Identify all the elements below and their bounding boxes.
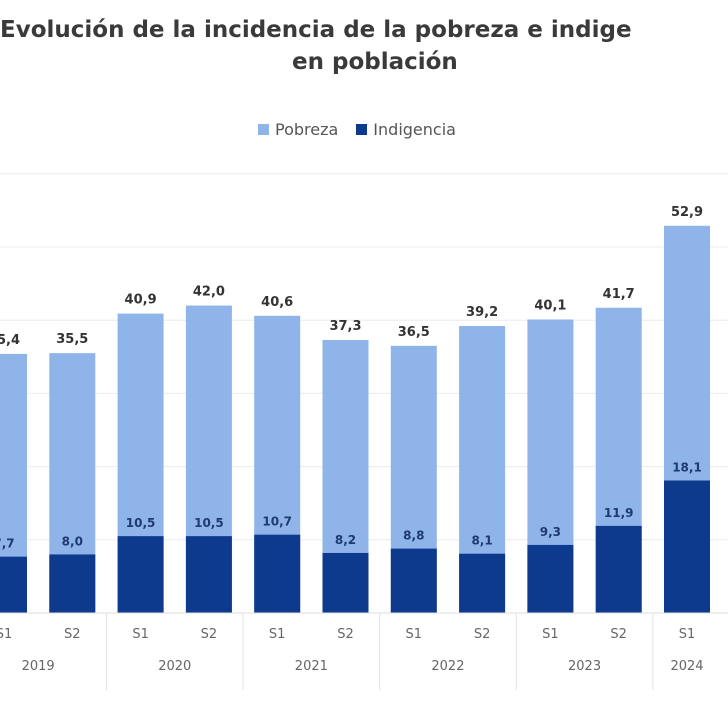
bar-indigencia bbox=[390, 548, 437, 613]
data-label-pobreza: 35,4 bbox=[0, 333, 20, 348]
bar-indigencia bbox=[595, 525, 642, 613]
x-tick-label: S2 bbox=[201, 627, 218, 642]
x-tick-label: S2 bbox=[610, 627, 627, 642]
legend-label-pobreza: Pobreza bbox=[275, 120, 339, 139]
bar-indigencia bbox=[322, 552, 369, 613]
bar-indigencia bbox=[185, 536, 232, 613]
bar-indigencia bbox=[459, 553, 506, 613]
legend-item-pobreza: Pobreza bbox=[258, 120, 338, 139]
legend-label-indigencia: Indigencia bbox=[373, 120, 456, 139]
bar-indigencia bbox=[117, 536, 164, 613]
data-label-indigencia: 8,0 bbox=[62, 534, 83, 548]
data-label-pobreza: 40,9 bbox=[125, 293, 157, 308]
x-tick-label: S2 bbox=[474, 627, 491, 642]
x-tick-label: S1 bbox=[679, 627, 696, 642]
data-label-pobreza: 39,2 bbox=[466, 305, 498, 320]
legend: Pobreza Indigencia bbox=[258, 120, 456, 139]
x-year-label: 2022 bbox=[431, 659, 464, 674]
chart-title-line2: en población bbox=[292, 49, 458, 75]
bar-indigencia bbox=[254, 534, 301, 613]
data-label-indigencia: 18,1 bbox=[672, 461, 702, 475]
x-year-label: 2019 bbox=[22, 659, 55, 674]
x-tick-label: S1 bbox=[542, 627, 559, 642]
data-label-pobreza: 42,0 bbox=[193, 285, 225, 300]
x-year-label: 2020 bbox=[158, 659, 191, 674]
chart-title: Evolución de la incidencia de la pobreza… bbox=[0, 17, 632, 43]
data-label-indigencia: 7,7 bbox=[0, 537, 15, 551]
legend-item-indigencia: Indigencia bbox=[356, 120, 456, 139]
x-tick-label: S2 bbox=[337, 627, 354, 642]
x-tick-label: S2 bbox=[64, 627, 81, 642]
x-year-label: 2023 bbox=[568, 659, 601, 674]
data-label-indigencia: 10,5 bbox=[194, 516, 224, 530]
legend-swatch-indigencia bbox=[356, 124, 368, 135]
legend-swatch-pobreza bbox=[258, 124, 269, 135]
x-tick-label: S1 bbox=[406, 627, 423, 642]
data-label-indigencia: 9,3 bbox=[540, 525, 561, 539]
bar-indigencia bbox=[664, 480, 710, 613]
bar-indigencia bbox=[527, 544, 574, 613]
data-label-pobreza: 36,5 bbox=[398, 325, 430, 340]
data-label-indigencia: 8,1 bbox=[471, 534, 492, 548]
data-label-pobreza: 52,9 bbox=[671, 205, 703, 220]
x-tick-label: S1 bbox=[132, 627, 149, 642]
bar-indigencia bbox=[0, 556, 27, 613]
data-label-indigencia: 10,7 bbox=[262, 515, 292, 529]
data-label-indigencia: 11,9 bbox=[604, 506, 634, 520]
data-label-indigencia: 10,5 bbox=[126, 516, 156, 530]
bar-indigencia bbox=[49, 554, 96, 613]
data-label-indigencia: 8,8 bbox=[403, 529, 424, 543]
data-label-pobreza: 40,6 bbox=[261, 295, 293, 310]
x-tick-label: S1 bbox=[0, 627, 12, 642]
data-label-pobreza: 40,1 bbox=[534, 298, 566, 313]
x-year-label: 2021 bbox=[295, 659, 328, 674]
data-label-indigencia: 8,2 bbox=[335, 533, 356, 547]
x-year-label: 2024 bbox=[670, 659, 703, 674]
data-label-pobreza: 37,3 bbox=[329, 319, 361, 334]
x-tick-label: S1 bbox=[269, 627, 286, 642]
data-label-pobreza: 35,5 bbox=[56, 332, 88, 347]
data-label-pobreza: 41,7 bbox=[603, 287, 635, 302]
